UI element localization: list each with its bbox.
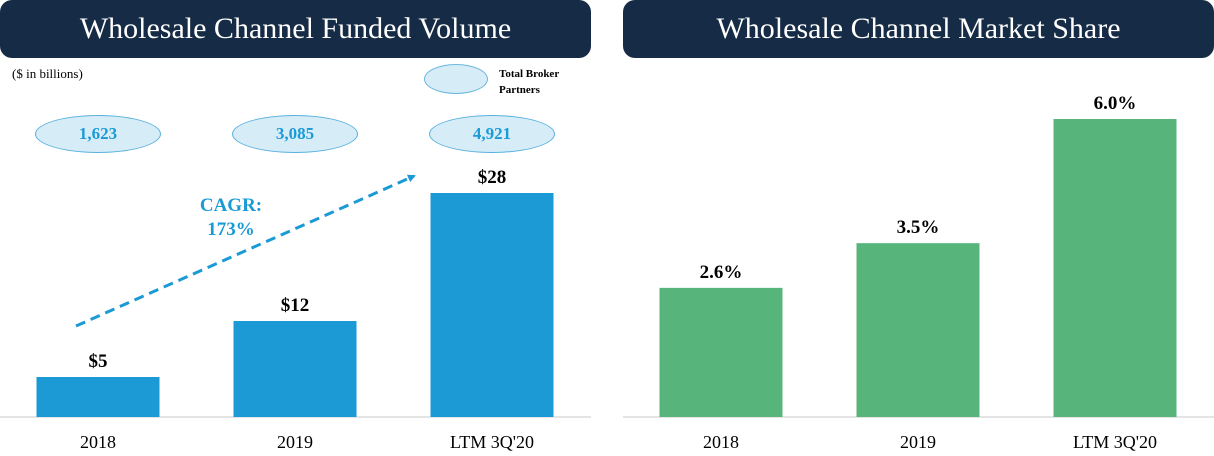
share-tick-label-2: LTM 3Q'20 xyxy=(1073,432,1157,452)
volume-chart-title: Wholesale Channel Funded Volume xyxy=(79,12,512,45)
broker-partners-2018: 1,623 xyxy=(35,115,161,153)
share-bar-2 xyxy=(1053,119,1177,417)
share-chart-header: Wholesale Channel Market Share xyxy=(623,0,1214,58)
share-chart-title: Wholesale Channel Market Share xyxy=(716,12,1121,45)
legend-ellipse-icon xyxy=(424,64,488,94)
share-bar-1 xyxy=(856,243,980,417)
broker-partners-2019: 3,085 xyxy=(232,115,358,153)
share-tick-label-0: 2018 xyxy=(703,432,739,452)
broker-partners-ltm: 4,921 xyxy=(429,115,555,153)
volume-chart-header: Wholesale Channel Funded Volume xyxy=(0,0,591,58)
share-data-label-2: 6.0% xyxy=(1094,93,1137,114)
cagr-annotation: CAGR: 173% xyxy=(190,194,272,242)
share-tick-label-1: 2019 xyxy=(900,432,936,452)
volume-tick-label-2: LTM 3Q'20 xyxy=(450,432,534,452)
share-data-label-1: 3.5% xyxy=(897,217,940,238)
legend-label-line1: Total Broker xyxy=(499,68,560,80)
legend-label-line2: Partners xyxy=(499,84,540,96)
share-data-label-0: 2.6% xyxy=(700,262,743,283)
volume-data-label-1: $12 xyxy=(281,295,310,316)
units-note: ($ in billions) xyxy=(12,66,83,81)
share-bar-0 xyxy=(659,287,783,417)
cagr-label: CAGR: xyxy=(199,195,263,216)
volume-data-label-0: $5 xyxy=(89,351,108,372)
cagr-value: 173% xyxy=(207,219,255,240)
legend-label: Total Broker Partners xyxy=(499,66,599,98)
volume-bar-2 xyxy=(430,193,554,417)
cagr-arrow xyxy=(75,174,416,328)
volume-bar-0 xyxy=(36,377,160,417)
volume-data-label-2: $28 xyxy=(478,167,507,188)
volume-bar-1 xyxy=(233,321,357,417)
volume-tick-label-0: 2018 xyxy=(80,432,116,452)
volume-tick-label-1: 2019 xyxy=(277,432,313,452)
